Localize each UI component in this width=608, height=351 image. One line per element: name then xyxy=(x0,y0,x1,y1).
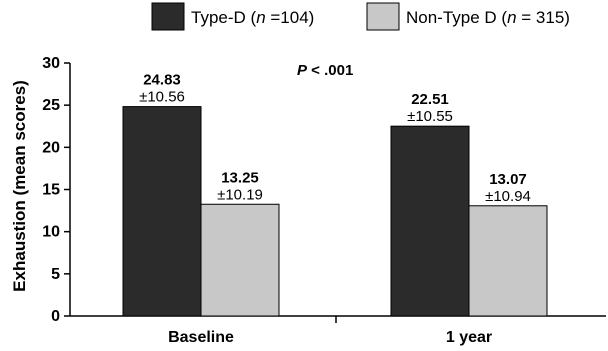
y-axis: 0 5 10 15 20 25 30 xyxy=(42,55,71,325)
bar-value-label: 22.51 xyxy=(411,91,449,108)
y-tick-label: 0 xyxy=(51,308,60,325)
legend-swatch xyxy=(366,2,400,31)
legend-label: Non-Type D (n = 315) xyxy=(406,8,570,27)
y-tick-label: 20 xyxy=(42,139,60,156)
bar-sd-label: ±10.94 xyxy=(485,188,531,205)
y-tick-label: 30 xyxy=(42,55,60,72)
bar-value-label: 13.25 xyxy=(221,169,259,186)
bar-sd-label: ±10.19 xyxy=(217,186,263,203)
legend: Type-D (n =104) Non-Type D (n = 315) xyxy=(151,2,570,31)
bar-value-label: 13.07 xyxy=(489,171,527,188)
bar-labels: 24.83±10.56 13.25±10.19 22.51±10.55 13.07±1… xyxy=(139,72,531,205)
y-tick-label: 15 xyxy=(42,182,60,199)
bar-sd-label: ±10.55 xyxy=(407,108,453,125)
bar-sd-label: ±10.56 xyxy=(139,89,185,106)
x-tick-label: 1 year xyxy=(446,329,492,346)
x-tick-label: Baseline xyxy=(168,329,234,346)
bar xyxy=(468,205,548,317)
annotations: P < .001 xyxy=(297,62,353,79)
legend-swatch xyxy=(151,2,185,31)
p-value-annotation: P < .001 xyxy=(297,62,353,79)
bar-value-label: 24.83 xyxy=(143,72,181,89)
bars xyxy=(122,106,548,317)
bar xyxy=(122,106,202,317)
x-axis: Baseline 1 year xyxy=(70,315,606,346)
bar xyxy=(200,203,280,317)
legend-label: Type-D (n =104) xyxy=(191,8,314,27)
bar xyxy=(390,125,470,317)
y-axis-label: Exhaustion (mean scores) xyxy=(10,80,29,292)
y-tick-label: 10 xyxy=(42,224,60,241)
y-tick-label: 25 xyxy=(42,97,60,114)
y-tick-label: 5 xyxy=(51,266,60,283)
